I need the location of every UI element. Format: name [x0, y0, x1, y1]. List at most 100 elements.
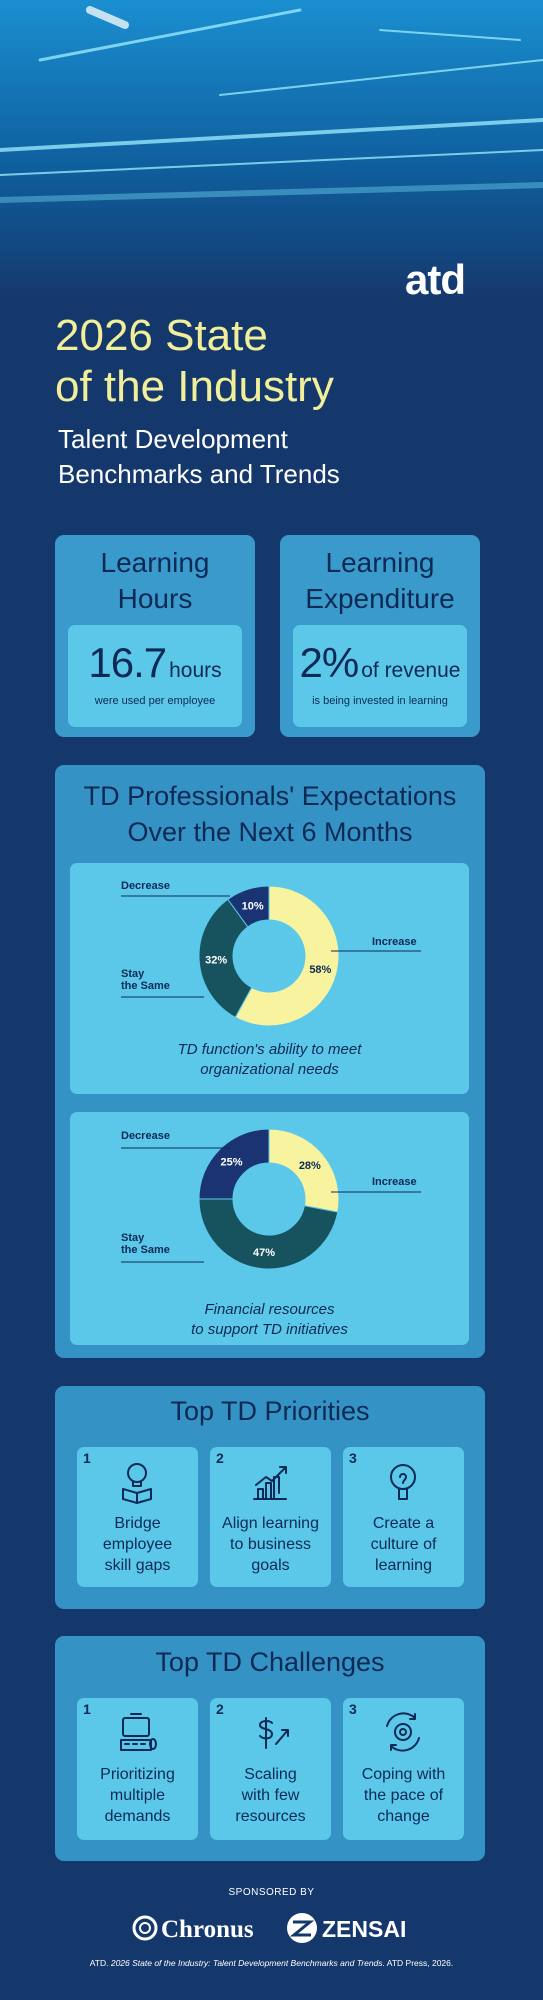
card-label-line: Coping with	[361, 1766, 446, 1783]
value-label: 32%	[205, 954, 227, 966]
expectations-section: TD Professionals' Expectations Over the …	[55, 765, 485, 1358]
card-label-line: Bridge	[114, 1515, 161, 1532]
caption-line: organizational needs	[200, 1061, 339, 1078]
subtitle-line: Benchmarks and Trends	[58, 459, 340, 489]
stat-inner: 16.7 hours were used per employee	[68, 625, 242, 727]
section-title: Top TD Challenges	[155, 1647, 385, 1677]
card-label-line: with few	[241, 1787, 300, 1804]
card-icon	[120, 1713, 157, 1751]
card-icon	[386, 1712, 420, 1752]
stat-box: Learning Expenditure 2% of revenue is being …	[280, 535, 480, 737]
stat-title: Learning Expenditure	[280, 545, 480, 617]
stat-value: 16.7 hours	[68, 639, 242, 687]
card-label-line: resources	[235, 1808, 306, 1825]
card-label-line: change	[377, 1808, 430, 1825]
card-label-line: learning	[375, 1557, 432, 1574]
card-label-line: demands	[104, 1808, 171, 1825]
card-label-line: culture of	[370, 1536, 437, 1553]
citation: ATD. 2026 State of the Industry: Talent …	[0, 1958, 543, 1968]
card-label-line: the pace of	[363, 1787, 444, 1804]
card-icon	[253, 1466, 287, 1500]
donut-slice	[234, 885, 340, 1027]
section-title-line: Over the Next 6 Months	[127, 817, 413, 847]
stat-box: Learning Hours 16.7 hours were used per empl…	[55, 535, 255, 737]
chart-panel: 58% Increase 32% Stay the Same 10% Decrease TD …	[70, 863, 469, 1094]
category-label: Decrease	[121, 880, 170, 892]
card-label: Scaling with few resources	[210, 1764, 331, 1827]
stat-title-line: Learning	[325, 547, 435, 578]
citation-title: 2026 State of the Industry: Talent Devel…	[110, 1958, 385, 1968]
card-icon	[259, 1717, 289, 1749]
value-label: 25%	[221, 1157, 243, 1169]
card-number: 2	[216, 1701, 224, 1717]
value-label: 10%	[242, 901, 264, 913]
category-label: Increase	[372, 936, 417, 948]
sponsor-heading: SPONSORED BY	[228, 1887, 315, 1898]
stat-title: Learning Hours	[55, 545, 255, 617]
stat-title-line: Hours	[117, 583, 193, 614]
card-label-line: to business	[230, 1536, 311, 1553]
caption-line: Financial resources	[204, 1301, 335, 1318]
logo: atd	[405, 256, 466, 303]
card-label-line: Scaling	[244, 1766, 297, 1783]
card-label: Prioritizing multiple demands	[77, 1764, 198, 1827]
section-title: TD Professionals' Expectations Over the …	[55, 778, 485, 850]
subtitle-line: Talent Development	[58, 424, 288, 454]
card: 1 Bridge employee skill gaps	[77, 1447, 198, 1587]
stat-value: 2% of revenue	[293, 639, 467, 687]
card-number: 3	[349, 1701, 357, 1717]
category-label: Decrease	[121, 1130, 170, 1142]
section-title: Top TD Priorities	[170, 1396, 370, 1426]
card-number: 1	[83, 1701, 91, 1717]
stat-title-line: Learning	[100, 547, 210, 578]
chart-panel: 28% Increase 47% Stay the Same 25% Decrease Fin…	[70, 1112, 469, 1345]
card-icon	[390, 1464, 416, 1500]
stat-number: 2%	[299, 639, 360, 686]
chart-caption: TD function's ability to meet organizatio…	[70, 1040, 469, 1080]
stat-caption: is being invested in learning	[312, 695, 448, 707]
value-label: 47%	[253, 1247, 275, 1259]
title: 2026 State of the Industry	[55, 310, 334, 412]
card-label: Create a culture of learning	[343, 1513, 464, 1576]
category-label: Stay	[121, 1232, 145, 1244]
donut-slice	[268, 1128, 340, 1213]
subtitle: Talent Development Benchmarks and Trends	[58, 422, 340, 492]
stat-title-line: Expenditure	[305, 583, 455, 614]
sponsor-name: Chronus	[161, 1916, 254, 1943]
stat-number: 16.7	[88, 639, 167, 686]
category-label: the Same	[121, 980, 170, 992]
card-label-line: Align learning	[222, 1515, 319, 1532]
caption-line: to support TD initiatives	[191, 1321, 348, 1338]
challenges-section: Top TD Challenges 1 Prioritizing multiple d…	[55, 1636, 485, 1861]
card-label: Align learning to business goals	[210, 1513, 331, 1576]
card: 3 Coping with the pace of change	[343, 1698, 464, 1840]
stat-unit: of revenue	[361, 659, 461, 682]
category-label: Stay	[121, 968, 145, 980]
sponsor-logos: Chronus ZENSAI	[132, 1913, 406, 1943]
category-label: the Same	[121, 1244, 170, 1256]
stat-inner: 2% of revenue is being invested in learnin…	[293, 625, 467, 727]
caption-line: TD function's ability to meet	[177, 1041, 362, 1058]
donut-slice	[227, 885, 270, 928]
card-label-line: multiple	[109, 1787, 166, 1804]
card-label: Bridge employee skill gaps	[77, 1513, 198, 1576]
chart-caption: Financial resources to support TD initiat…	[70, 1300, 469, 1340]
card: 1 Prioritizing multiple demands	[77, 1698, 198, 1840]
card: 2 Align learning to business goals	[210, 1447, 331, 1587]
card-label: Coping with the pace of change	[343, 1764, 464, 1827]
title-line: 2026 State	[55, 311, 268, 360]
value-label: 28%	[299, 1160, 321, 1172]
category-label: Increase	[372, 1176, 417, 1188]
card-label-line: skill gaps	[104, 1557, 171, 1574]
card-label-line: Prioritizing	[100, 1766, 175, 1783]
card: 3 Create a culture of learning	[343, 1447, 464, 1587]
card-label-line: goals	[251, 1557, 290, 1574]
citation-part: ATD.	[89, 1958, 109, 1968]
card-number: 3	[349, 1450, 357, 1466]
card: 2 Scaling with few resources	[210, 1698, 331, 1840]
citation-part: ATD Press, 2026.	[386, 1958, 454, 1968]
donut-slice	[198, 1198, 339, 1270]
stat-unit: hours	[169, 659, 222, 682]
